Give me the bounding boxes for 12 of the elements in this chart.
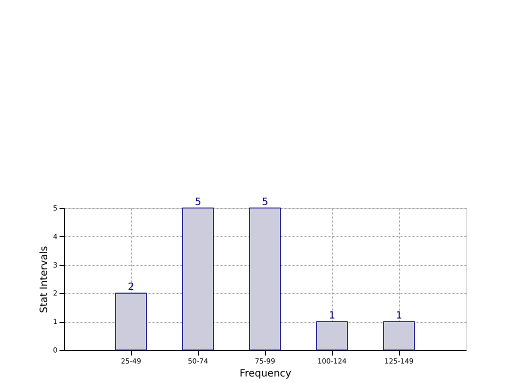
bar [182, 208, 214, 350]
y-axis-title: Stat Intervals [39, 246, 50, 314]
data-label: 1 [328, 310, 336, 322]
data-label: 1 [396, 310, 402, 322]
data-label: 2 [128, 282, 134, 294]
bar [249, 208, 281, 350]
x-axis-title: Frequency [240, 368, 292, 380]
data-label: 5 [262, 197, 268, 208]
bar [115, 292, 147, 350]
bar [383, 321, 415, 350]
bar [316, 321, 348, 350]
data-label: 5 [194, 197, 202, 208]
